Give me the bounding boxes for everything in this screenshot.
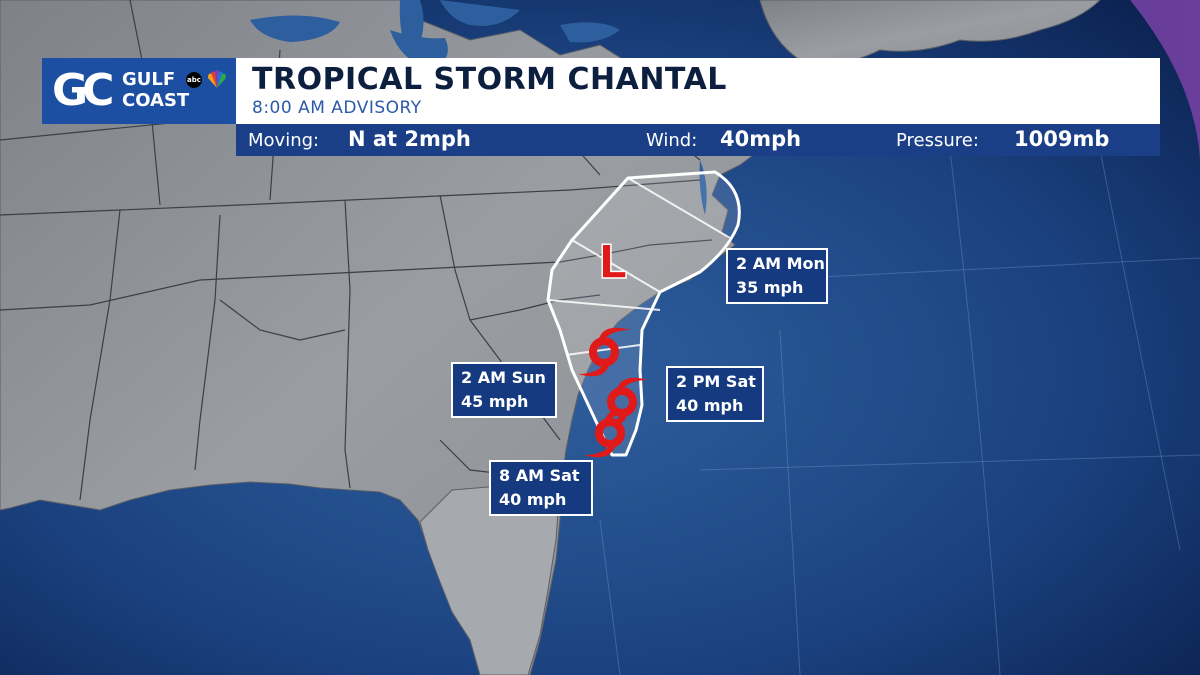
moving-value: N at 2mph xyxy=(348,127,471,151)
callout-time: 8 AM Sat xyxy=(499,466,580,485)
forecast-callout-8am-sat: 8 AM Sat 40 mph xyxy=(489,460,593,516)
callout-time: 2 AM Sun xyxy=(461,368,546,387)
low-pressure-icon: L xyxy=(598,235,627,289)
wind-value: 40mph xyxy=(720,127,802,151)
tropical-storm-icon xyxy=(584,408,636,458)
logo-word-gulf: GULF xyxy=(122,69,176,90)
pressure-label: Pressure: xyxy=(896,130,979,151)
callout-time: 2 PM Sat xyxy=(676,372,756,391)
page-title: TROPICAL STORM CHANTAL xyxy=(252,62,727,97)
tropical-storm-icon xyxy=(578,327,630,377)
storm-info-bar: Moving: N at 2mph Wind: 40mph Pressure: … xyxy=(236,124,1160,156)
callout-wind: 40 mph xyxy=(676,396,744,415)
callout-wind: 45 mph xyxy=(461,392,529,411)
forecast-callout-2pm-sat: 2 PM Sat 40 mph xyxy=(666,366,764,422)
gc-logo-mark: GC xyxy=(52,65,114,116)
header-title-bar: TROPICAL STORM CHANTAL 8:00 AM ADVISORY xyxy=(236,58,1160,124)
callout-time: 2 AM Mon xyxy=(736,254,825,273)
forecast-cone xyxy=(546,170,741,457)
wind-label: Wind: xyxy=(646,130,698,151)
callout-wind: 40 mph xyxy=(499,490,567,509)
forecast-callout-2am-sun: 2 AM Sun 45 mph xyxy=(451,362,557,418)
station-logo: GC GULF COAST abc xyxy=(42,58,236,124)
callout-wind: 35 mph xyxy=(736,278,804,297)
nbc-peacock-icon xyxy=(208,70,226,88)
logo-word-coast: COAST xyxy=(122,90,190,111)
moving-label: Moving: xyxy=(248,130,320,151)
abc-logo: abc xyxy=(186,72,202,88)
forecast-callout-2am-mon: 2 AM Mon 35 mph xyxy=(726,248,828,304)
great-lakes xyxy=(250,0,620,70)
cone-interval-lines xyxy=(547,177,731,356)
pressure-value: 1009mb xyxy=(1014,127,1110,151)
advisory-subtitle: 8:00 AM ADVISORY xyxy=(252,98,422,118)
